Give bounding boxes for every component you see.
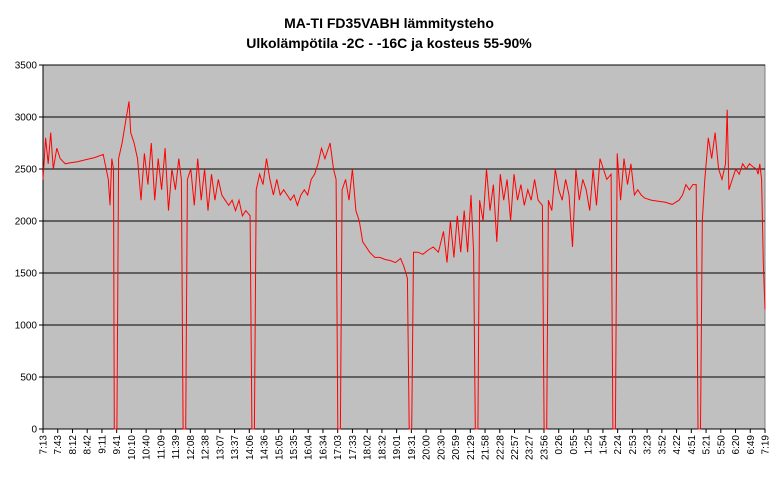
x-tick-label: 1:25 — [584, 435, 595, 455]
x-tick-label: 7:43 — [53, 435, 64, 455]
x-tick-label: 16:04 — [304, 435, 315, 460]
x-tick-label: 16:34 — [318, 435, 329, 460]
y-tick-label: 2000 — [15, 217, 38, 228]
x-tick-label: 21:29 — [466, 435, 477, 460]
y-tick-label: 2500 — [15, 165, 38, 176]
x-tick-label: 14:36 — [260, 435, 271, 460]
x-tick-label: 6:20 — [731, 435, 742, 455]
x-tick-label: 12:08 — [186, 435, 197, 460]
plot-area — [42, 64, 766, 430]
x-tick-label: 17:33 — [348, 435, 359, 460]
x-tick-label: 5:50 — [716, 435, 727, 455]
y-tick-label: 500 — [20, 373, 37, 384]
x-tick-label: 10:10 — [127, 435, 138, 460]
x-tick-label: 1:54 — [598, 435, 609, 455]
series-layer — [42, 101, 766, 430]
y-tick-label: 1000 — [15, 321, 38, 332]
x-tick-label: 22:57 — [510, 435, 521, 460]
x-tick-label: 11:39 — [171, 435, 182, 460]
x-tick-label: 20:30 — [436, 435, 447, 460]
series-line-0 — [42, 101, 766, 430]
x-tick-label: 15:35 — [289, 435, 300, 460]
x-tick-label: 2:24 — [613, 435, 624, 455]
x-axis: 7:13 7:43 8:12 8:42 9:11 9:41 10:10 10:40 11:09 1… — [39, 428, 772, 460]
y-tick-label: 1500 — [15, 269, 38, 280]
x-tick-label: 18:32 — [377, 435, 388, 460]
x-tick-label: 13:37 — [230, 435, 241, 460]
x-tick-label: 11:09 — [156, 435, 167, 460]
x-tick-label: 23:56 — [539, 435, 550, 460]
x-tick-label: 21:58 — [481, 435, 492, 460]
x-tick-label: 9:41 — [112, 435, 123, 455]
x-tick-label: 10:40 — [142, 435, 153, 460]
x-tick-label: 19:01 — [392, 435, 403, 460]
x-tick-label: 2:53 — [628, 435, 639, 455]
y-axis: 0 500 1000 1500 2000 2500 3000 3500 — [15, 61, 44, 436]
x-tick-label: 22:28 — [495, 435, 506, 460]
x-tick-label: 0:55 — [569, 435, 580, 455]
x-tick-label: 14:06 — [245, 435, 256, 460]
x-tick-label: 7:13 — [39, 435, 50, 455]
chart-subtitle: Ulkolämpötila -2C - -16C ja kosteus 55-9… — [246, 35, 532, 51]
x-tick-label: 9:11 — [97, 435, 108, 454]
y-tick-label: 0 — [31, 425, 37, 436]
x-tick-label: 12:38 — [201, 435, 212, 460]
x-tick-label: 6:49 — [746, 435, 757, 455]
y-tick-label: 3000 — [15, 113, 38, 124]
x-tick-label: 8:42 — [83, 435, 94, 455]
x-tick-label: 3:52 — [657, 435, 668, 455]
x-tick-label: 0:26 — [554, 435, 565, 455]
x-tick-label: 19:31 — [407, 435, 418, 460]
x-tick-label: 5:21 — [702, 435, 713, 455]
y-tick-label: 3500 — [15, 61, 38, 72]
x-tick-label: 15:05 — [274, 435, 285, 460]
x-tick-label: 8:12 — [68, 435, 79, 455]
x-tick-label: 13:07 — [215, 435, 226, 460]
x-tick-label: 20:59 — [451, 435, 462, 460]
x-tick-label: 23:27 — [525, 435, 536, 460]
x-tick-label: 4:22 — [672, 435, 683, 455]
x-tick-label: 7:19 — [761, 435, 772, 455]
x-tick-label: 20:00 — [422, 435, 433, 460]
chart-title: MA-TI FD35VABH lämmitysteho — [284, 15, 494, 31]
x-tick-label: 4:51 — [687, 435, 698, 455]
x-tick-label: 3:23 — [643, 435, 654, 455]
x-tick-label: 18:02 — [363, 435, 374, 460]
x-tick-label: 17:03 — [333, 435, 344, 460]
